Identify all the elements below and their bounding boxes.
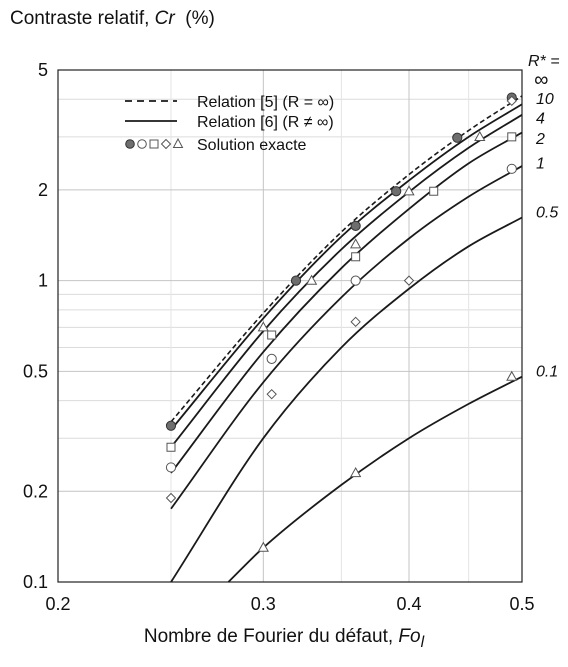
x-axis-label: Nombre de Fourier du défaut, Fol xyxy=(143,626,425,651)
x-tick-label: 0.4 xyxy=(396,594,421,614)
marker-open-diamond xyxy=(266,388,277,400)
series-label: ∞ xyxy=(534,69,548,91)
y-tick-label: 0.1 xyxy=(23,572,48,592)
series-label: 4 xyxy=(536,111,545,128)
series-line xyxy=(170,165,523,510)
marker-filled-circle xyxy=(452,132,463,143)
marker-open-triangle xyxy=(506,370,518,381)
series-label: 2 xyxy=(535,131,545,148)
marker-open-triangle xyxy=(305,274,318,285)
marker-filled-circle xyxy=(290,275,302,286)
marker-open-triangle xyxy=(474,130,486,141)
legend-marker-filled-circle xyxy=(125,139,135,149)
marker-open-triangle xyxy=(257,541,269,552)
legend-marker-open-triangle xyxy=(172,137,184,148)
legend-marker-open-square xyxy=(149,139,159,149)
legend-marker-open-diamond xyxy=(160,138,172,150)
marker-open-square xyxy=(267,330,277,340)
y-tick-label: 5 xyxy=(38,60,48,80)
marker-open-square xyxy=(507,132,517,142)
legend-label: Solution exacte xyxy=(197,137,307,154)
legend-label: Relation [5] (R = ∞) xyxy=(197,94,334,111)
marker-open-triangle xyxy=(349,466,362,478)
marker-open-triangle xyxy=(349,238,362,249)
marker-open-circle xyxy=(266,353,277,364)
series-label: 0.1 xyxy=(536,363,558,380)
series-label: 10 xyxy=(536,91,554,108)
series-label: 1 xyxy=(536,155,545,172)
x-tick-label: 0.5 xyxy=(509,594,534,614)
y-tick-label: 0.5 xyxy=(23,361,48,381)
legend-label: Relation [6] (R ≠ ∞) xyxy=(197,114,334,131)
marker-open-triangle xyxy=(257,321,269,332)
marker-filled-circle xyxy=(391,186,402,197)
marker-open-diamond xyxy=(350,316,361,328)
y-tick-label: 0.2 xyxy=(23,481,48,501)
marker-open-diamond xyxy=(403,275,415,286)
chart-title: Contraste relatif, Cr (%) xyxy=(10,8,215,29)
y-tick-label: 2 xyxy=(38,180,48,200)
marker-open-square xyxy=(166,442,176,452)
r-header-label: R* = xyxy=(528,53,560,70)
marker-open-circle xyxy=(165,462,177,473)
marker-open-diamond xyxy=(506,95,517,107)
marker-open-square xyxy=(351,252,361,262)
plot-frame xyxy=(57,69,523,583)
marker-open-square xyxy=(429,186,439,196)
marker-filled-circle xyxy=(350,220,361,231)
x-tick-label: 0.3 xyxy=(251,594,276,614)
marker-open-circle xyxy=(506,163,517,174)
series-line xyxy=(170,114,523,448)
series-line xyxy=(170,216,523,583)
series-line xyxy=(170,95,523,423)
legend-marker-open-circle xyxy=(137,139,147,149)
y-tick-label: 1 xyxy=(38,271,48,291)
series-line xyxy=(227,375,523,583)
marker-open-triangle xyxy=(403,185,415,196)
series-label: 0.5 xyxy=(536,205,558,222)
marker-open-circle xyxy=(350,275,361,286)
marker-open-diamond xyxy=(165,492,177,504)
marker-filled-circle xyxy=(165,420,177,431)
series-line xyxy=(170,131,523,474)
x-tick-label: 0.2 xyxy=(45,594,70,614)
